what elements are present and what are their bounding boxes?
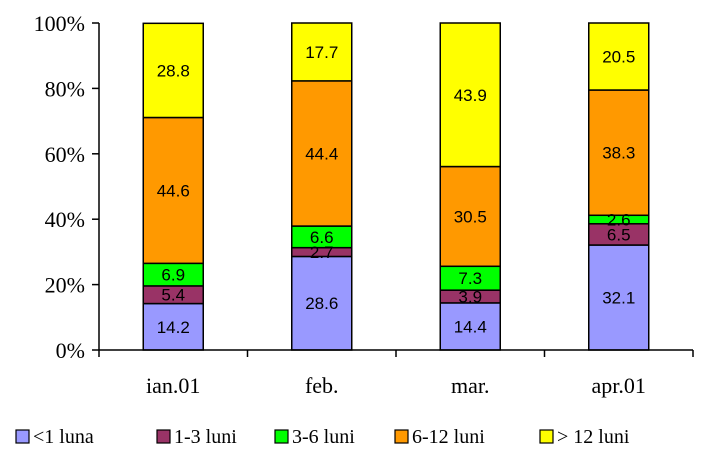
legend-label: > 12 luni [557,426,630,448]
bar-segment [291,22,353,82]
legend: <1 luna 1-3 luni 3-6 luni 6-12 luni > 12 lun… [15,426,630,448]
legend-swatch [539,429,554,444]
legend-label: <1 luna [33,426,94,448]
data-label: 6.9 [161,266,185,285]
data-label: 38.3 [602,144,635,163]
data-label: 6.6 [310,228,334,247]
bar-segment [291,80,353,227]
legend-swatch [394,429,409,444]
data-label: 5.4 [161,286,185,305]
legend-swatch [156,429,171,444]
data-label: 7.3 [458,269,482,288]
legend-swatch [274,429,289,444]
bar-segment [142,116,204,265]
data-label: 32.1 [602,289,635,308]
data-label: 14.2 [157,318,190,337]
bar-segment [142,302,204,351]
bar-segment [588,244,650,351]
data-labels-layer: 14.2 5.46.9 44.6 28.8 28.6 2.76.6 44.4 17.7 14.4… [157,43,636,337]
x-tick-label: feb. [305,373,339,398]
y-tick-label: 100% [34,11,85,36]
data-label: 17.7 [305,43,338,62]
data-label: 20.5 [602,48,635,67]
bar-segment [142,22,204,119]
y-tick-label: 60% [45,142,85,167]
x-tick-label: apr.01 [592,373,646,398]
bar-segment [439,165,501,268]
data-label: 28.8 [157,61,190,80]
bar-segment [588,22,650,91]
data-label: 2.6 [607,211,631,230]
data-label: 14.4 [454,317,487,336]
data-label: 30.5 [454,207,487,226]
data-label: 3.9 [458,288,482,307]
y-tick-label: 80% [45,76,85,101]
legend-label: 6-12 luni [412,426,485,448]
data-label: 43.9 [454,86,487,105]
legend-label: 1-3 luni [174,426,237,448]
legend-label: 3-6 luni [292,426,355,448]
data-label: 44.6 [157,181,190,200]
legend-swatch [15,429,30,444]
x-tick-label: mar. [451,373,490,398]
data-label: 44.4 [305,144,338,163]
data-label: 2.7 [310,243,334,262]
y-tick-label: 40% [45,207,85,232]
data-label: 6.5 [607,225,631,244]
bar-segment [588,89,650,217]
y-tick-label: 0% [56,338,85,363]
y-tick-label: 20% [45,273,85,298]
bar-segment [439,22,501,168]
x-tick-label: ian.01 [146,373,200,398]
axes-layer: 0% 20% 40% 60% 80% 100% ian.01 feb. mar. apr.01 [34,11,694,398]
data-label: 28.6 [305,294,338,313]
bars-layer [142,22,650,351]
